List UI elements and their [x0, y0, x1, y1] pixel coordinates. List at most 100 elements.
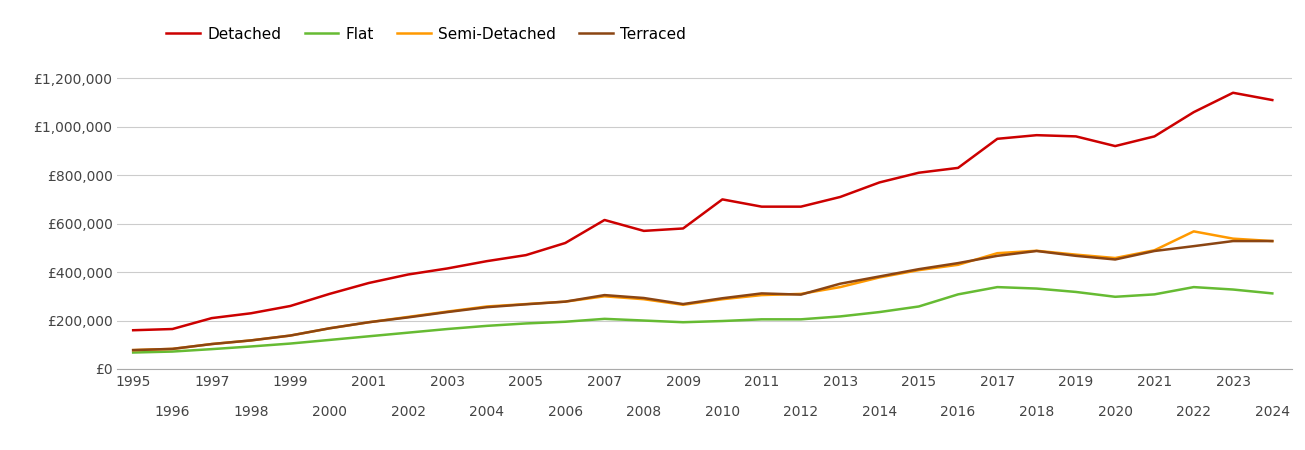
Flat	[1147, 292, 1163, 297]
Flat	[401, 330, 416, 335]
Terraced	[636, 295, 651, 301]
Flat	[1265, 291, 1280, 296]
Semi-Detached	[518, 302, 534, 307]
Detached	[401, 272, 416, 277]
Semi-Detached	[361, 320, 377, 325]
Line: Semi-Detached: Semi-Detached	[133, 231, 1272, 350]
Semi-Detached	[989, 251, 1005, 256]
Flat	[518, 321, 534, 326]
Line: Detached: Detached	[133, 93, 1272, 330]
Flat	[793, 317, 809, 322]
Text: 2020: 2020	[1098, 405, 1133, 419]
Detached	[1067, 134, 1083, 139]
Detached	[440, 266, 455, 271]
Detached	[596, 217, 612, 223]
Terraced	[401, 315, 416, 320]
Detached	[479, 258, 495, 264]
Detached	[675, 226, 690, 231]
Text: 2018: 2018	[1019, 405, 1054, 419]
Semi-Detached	[1186, 229, 1202, 234]
Terraced	[675, 302, 690, 307]
Flat	[322, 337, 338, 342]
Semi-Detached	[401, 314, 416, 319]
Detached	[989, 136, 1005, 141]
Semi-Detached	[479, 304, 495, 309]
Flat	[361, 333, 377, 339]
Flat	[1028, 286, 1044, 291]
Semi-Detached	[1225, 236, 1241, 241]
Text: 2010: 2010	[705, 405, 740, 419]
Terraced	[950, 261, 966, 266]
Terraced	[282, 333, 298, 338]
Semi-Detached	[715, 297, 731, 302]
Detached	[872, 180, 887, 185]
Text: 2000: 2000	[312, 405, 347, 419]
Flat	[754, 317, 770, 322]
Legend: Detached, Flat, Semi-Detached, Terraced: Detached, Flat, Semi-Detached, Terraced	[161, 21, 693, 48]
Detached	[322, 291, 338, 297]
Flat	[950, 292, 966, 297]
Semi-Detached	[872, 274, 887, 280]
Terraced	[243, 338, 258, 343]
Semi-Detached	[1147, 248, 1163, 253]
Semi-Detached	[1067, 252, 1083, 257]
Detached	[1028, 132, 1044, 138]
Semi-Detached	[1028, 248, 1044, 253]
Detached	[204, 315, 219, 321]
Flat	[479, 323, 495, 328]
Detached	[911, 170, 927, 176]
Detached	[793, 204, 809, 209]
Terraced	[872, 274, 887, 279]
Detached	[715, 197, 731, 202]
Text: 1998: 1998	[234, 405, 269, 419]
Terraced	[833, 281, 848, 286]
Detached	[164, 326, 180, 332]
Semi-Detached	[675, 302, 690, 307]
Semi-Detached	[950, 262, 966, 267]
Flat	[636, 318, 651, 323]
Semi-Detached	[911, 267, 927, 273]
Semi-Detached	[833, 284, 848, 290]
Semi-Detached	[204, 342, 219, 347]
Semi-Detached	[440, 309, 455, 314]
Detached	[754, 204, 770, 209]
Terraced	[479, 305, 495, 310]
Semi-Detached	[125, 347, 141, 353]
Line: Terraced: Terraced	[133, 241, 1272, 350]
Text: 2008: 2008	[626, 405, 662, 419]
Terraced	[1067, 253, 1083, 259]
Flat	[243, 344, 258, 349]
Detached	[361, 280, 377, 286]
Detached	[636, 228, 651, 234]
Terraced	[1147, 248, 1163, 254]
Terraced	[989, 253, 1005, 259]
Flat	[282, 341, 298, 346]
Detached	[518, 252, 534, 258]
Flat	[1067, 289, 1083, 295]
Detached	[1147, 134, 1163, 139]
Detached	[1108, 144, 1124, 149]
Terraced	[1186, 243, 1202, 249]
Text: 2004: 2004	[470, 405, 504, 419]
Terraced	[596, 292, 612, 298]
Flat	[596, 316, 612, 322]
Terraced	[361, 320, 377, 325]
Text: 2002: 2002	[390, 405, 425, 419]
Semi-Detached	[596, 293, 612, 299]
Terraced	[1265, 238, 1280, 244]
Flat	[164, 349, 180, 354]
Text: 2024: 2024	[1255, 405, 1289, 419]
Terraced	[1028, 248, 1044, 254]
Terraced	[125, 347, 141, 353]
Text: 1996: 1996	[155, 405, 191, 419]
Semi-Detached	[793, 291, 809, 297]
Detached	[125, 328, 141, 333]
Flat	[675, 320, 690, 325]
Terraced	[322, 326, 338, 331]
Text: 2006: 2006	[548, 405, 583, 419]
Terraced	[440, 309, 455, 315]
Detached	[282, 303, 298, 309]
Text: 2014: 2014	[861, 405, 897, 419]
Terraced	[793, 292, 809, 297]
Terraced	[204, 342, 219, 347]
